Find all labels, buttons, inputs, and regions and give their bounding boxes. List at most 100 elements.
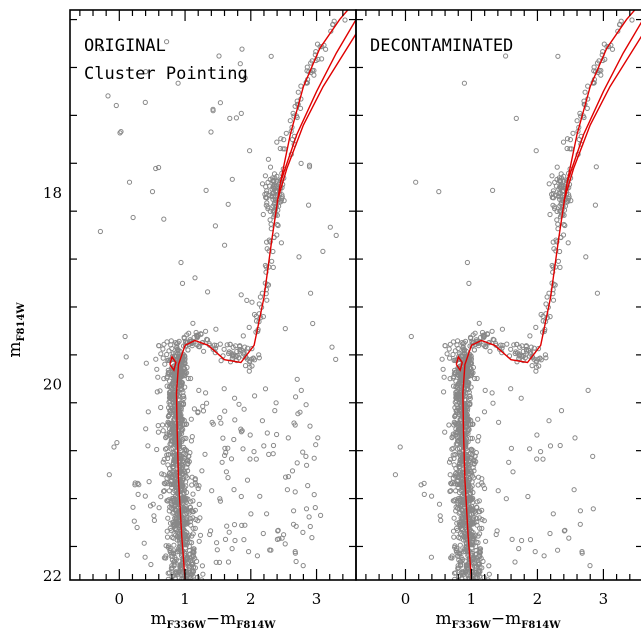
star-point	[123, 354, 129, 360]
star-point	[462, 558, 468, 564]
star-point	[167, 441, 173, 447]
star-point	[149, 189, 156, 195]
star-point	[481, 409, 488, 415]
panel-decontaminated-isochrone	[455, 10, 641, 580]
panel-decontaminated-ticks: 0 1 2 3	[356, 10, 641, 608]
star-point	[214, 540, 220, 546]
star-point	[257, 493, 263, 499]
star-point	[470, 458, 476, 464]
star-point	[300, 563, 306, 569]
star-point	[268, 53, 274, 59]
star-point	[592, 202, 599, 208]
star-point	[446, 346, 452, 352]
star-point	[164, 383, 170, 389]
star-point	[457, 551, 463, 557]
star-point	[291, 508, 297, 514]
star-point	[239, 46, 245, 52]
star-point	[465, 367, 471, 374]
star-point	[333, 232, 339, 238]
star-point	[577, 508, 584, 514]
star-point	[312, 505, 318, 511]
star-point	[290, 110, 296, 117]
x-label-m: m	[151, 609, 167, 629]
star-point	[557, 184, 563, 190]
star-point	[240, 333, 246, 339]
star-point	[465, 430, 471, 436]
star-point	[179, 379, 185, 386]
star-point	[508, 346, 514, 352]
star-point	[469, 507, 475, 513]
star-point	[225, 201, 231, 207]
star-point	[464, 259, 470, 266]
star-point	[191, 406, 197, 412]
x-tick-label: 3	[599, 590, 609, 608]
star-point	[276, 536, 282, 542]
star-point	[155, 423, 161, 429]
star-point	[192, 525, 198, 532]
star-point	[579, 549, 585, 555]
star-point	[196, 501, 202, 507]
star-point	[532, 549, 538, 555]
star-point	[242, 363, 249, 369]
star-point	[201, 348, 207, 354]
star-point	[242, 344, 248, 350]
star-point	[188, 438, 194, 444]
star-point	[450, 528, 457, 534]
star-point	[454, 435, 461, 441]
star-point	[229, 176, 235, 182]
star-point	[467, 395, 473, 401]
star-point	[194, 574, 201, 580]
star-point	[203, 187, 209, 193]
star-point	[181, 522, 187, 528]
star-point	[329, 344, 335, 350]
star-point	[165, 357, 171, 363]
star-point	[566, 194, 572, 200]
star-point	[274, 139, 280, 145]
star-point	[225, 475, 231, 481]
star-point	[466, 280, 472, 286]
panel-decontaminated-frame	[355, 9, 641, 581]
star-point	[228, 456, 235, 462]
star-point	[280, 146, 286, 152]
star-point	[454, 410, 461, 416]
star-point	[142, 554, 148, 560]
star-point	[468, 358, 474, 364]
star-point	[134, 524, 140, 531]
star-point	[210, 106, 216, 112]
star-point	[461, 346, 467, 352]
star-point	[163, 543, 169, 549]
star-point	[223, 450, 229, 456]
star-point	[306, 514, 312, 520]
star-point	[270, 264, 276, 270]
svg-text:mF814W: mF814W	[5, 302, 27, 358]
star-point	[549, 173, 555, 179]
star-point	[221, 386, 227, 392]
star-point	[224, 523, 230, 529]
star-point	[514, 341, 520, 347]
star-point	[583, 254, 589, 260]
star-point	[161, 376, 167, 382]
isochrone-second-branch	[279, 19, 356, 183]
star-point	[471, 347, 477, 353]
star-point	[473, 539, 479, 545]
star-point	[188, 416, 194, 422]
star-point	[232, 395, 238, 401]
star-point	[223, 469, 229, 475]
star-point	[151, 513, 157, 519]
star-point	[182, 498, 188, 504]
star-point	[160, 346, 166, 352]
star-point	[217, 496, 223, 502]
star-point	[277, 145, 283, 152]
star-point	[285, 435, 291, 441]
star-point	[168, 338, 174, 344]
star-point	[486, 563, 492, 569]
star-point	[313, 442, 319, 448]
star-point	[311, 455, 317, 461]
star-point	[187, 539, 193, 545]
star-point	[487, 348, 493, 354]
star-point	[557, 264, 563, 270]
star-point	[165, 462, 171, 468]
star-point	[208, 528, 214, 534]
star-point	[166, 389, 173, 395]
